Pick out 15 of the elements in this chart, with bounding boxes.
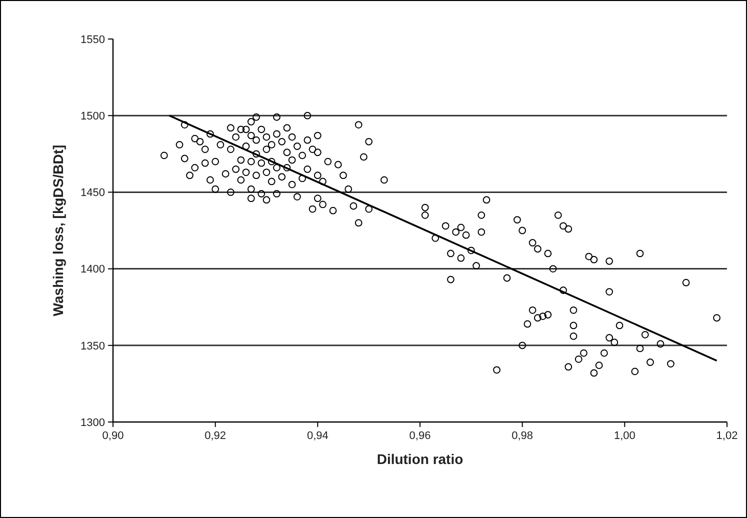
x-tick-label: 0,96 [409,430,431,442]
y-tick-label: 1500 [80,110,105,122]
x-tick-label: 0,92 [204,430,226,442]
x-tick-label: 0,94 [306,430,328,442]
x-tick-label: 0,98 [512,430,534,442]
y-tick-label: 1400 [80,264,105,276]
x-tick-label: 1,00 [614,430,636,442]
x-axis-title: Dilution ratio [376,451,464,467]
x-tick-label: 1,02 [716,430,738,442]
y-tick-label: 1450 [80,187,105,200]
y-tick-label: 1550 [80,34,105,46]
x-tick-label: 0,90 [102,430,124,442]
y-axis-title: Washing loss, [kgDS/BDt] [50,144,66,316]
y-tick-label: 1300 [80,416,105,429]
y-tick-label: 1350 [80,340,105,352]
